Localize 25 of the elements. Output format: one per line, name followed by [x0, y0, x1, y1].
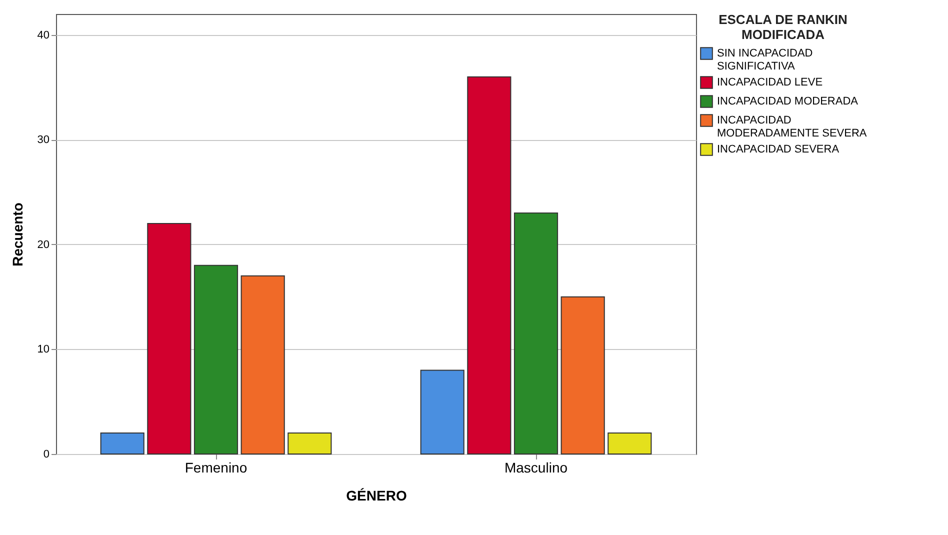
x-axis-title: GÉNERO [346, 488, 407, 504]
bar [420, 370, 464, 454]
y-tick-label: 10 [37, 344, 50, 356]
y-tick-label: 30 [37, 134, 50, 146]
y-tick-label: 20 [37, 238, 50, 251]
x-tick-label: Femenino [184, 460, 248, 476]
legend-label: INCAPACIDAD SEVERA [717, 144, 840, 156]
bar [467, 76, 512, 454]
bar [608, 432, 652, 454]
bar [240, 275, 285, 454]
legend-label: SIN INCAPACIDAD SIGNIFICATIVA [717, 48, 813, 72]
y-tick-label: 40 [37, 29, 50, 42]
y-axis-title: Recuento [9, 202, 26, 266]
legend-label: INCAPACIDAD LEVE [717, 76, 823, 88]
x-tick-label: Masculino [504, 460, 568, 476]
y-tick-label: 0 [43, 448, 50, 460]
bar [514, 212, 558, 454]
bar [147, 223, 192, 454]
bar [100, 432, 144, 454]
legend-label: INCAPACIDAD MODERADA [717, 96, 859, 108]
bar [194, 264, 238, 454]
legend-label: INCAPACIDAD MODERADAMENTE SEVERA [717, 114, 868, 140]
bar [288, 432, 332, 454]
bar [560, 296, 605, 454]
legend-title: ESCALA DE RANKIN MODIFICADA [718, 12, 848, 42]
